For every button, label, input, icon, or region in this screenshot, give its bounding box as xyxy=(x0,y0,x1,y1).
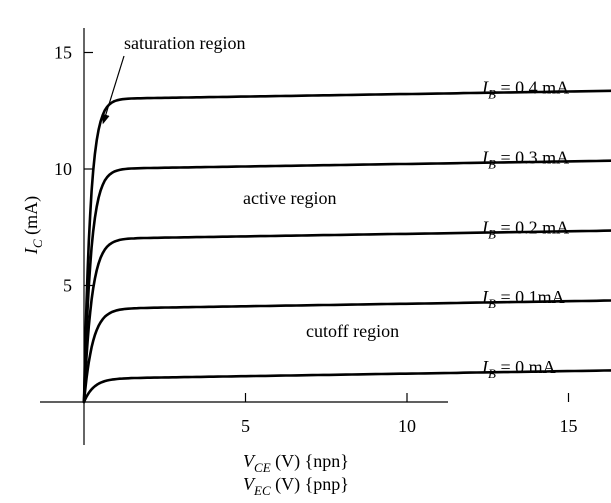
y-axis-title: IC (mA) xyxy=(21,196,45,255)
x-tick-label-10: 10 xyxy=(398,416,416,436)
y-tick-label-15: 15 xyxy=(54,43,72,63)
x-axis-title-pnp: VEC (V) {pnp} xyxy=(243,474,349,498)
x-axis-title-npn: VCE (V) {npn} xyxy=(243,451,349,475)
curve-label-3: IB = 0.3 mA xyxy=(481,147,569,171)
x-axis-ticks: 5101520 xyxy=(241,393,578,436)
saturation-region-label: saturation region xyxy=(124,33,245,53)
y-tick-label-10: 10 xyxy=(54,159,72,179)
y-tick-label-5: 5 xyxy=(63,276,72,296)
saturation-region-arrow xyxy=(101,55,125,125)
curve-3 xyxy=(82,159,611,404)
curve-label-4: IB = 0.4 mA xyxy=(481,77,569,101)
y-axis-ticks: 5 10 15 xyxy=(54,43,93,296)
characteristic-curves xyxy=(82,89,611,404)
curve-1 xyxy=(82,299,611,404)
active-region-label: active region xyxy=(243,188,336,208)
curve-0 xyxy=(82,369,611,404)
curve-label-1: IB = 0.1mA xyxy=(481,287,565,311)
curve-label-0: IB = 0 mA xyxy=(481,357,556,381)
x-tick-label-15: 15 xyxy=(560,416,578,436)
x-tick-label-5: 5 xyxy=(241,416,250,436)
curve-4 xyxy=(82,89,611,404)
curve-labels: IB = 0 mA IB = 0.1mA IB = 0.2 mA IB = 0.3 m… xyxy=(481,77,569,381)
cutoff-region-label: cutoff region xyxy=(306,321,399,341)
curve-label-2: IB = 0.2 mA xyxy=(481,217,569,241)
curve-2 xyxy=(82,229,611,404)
